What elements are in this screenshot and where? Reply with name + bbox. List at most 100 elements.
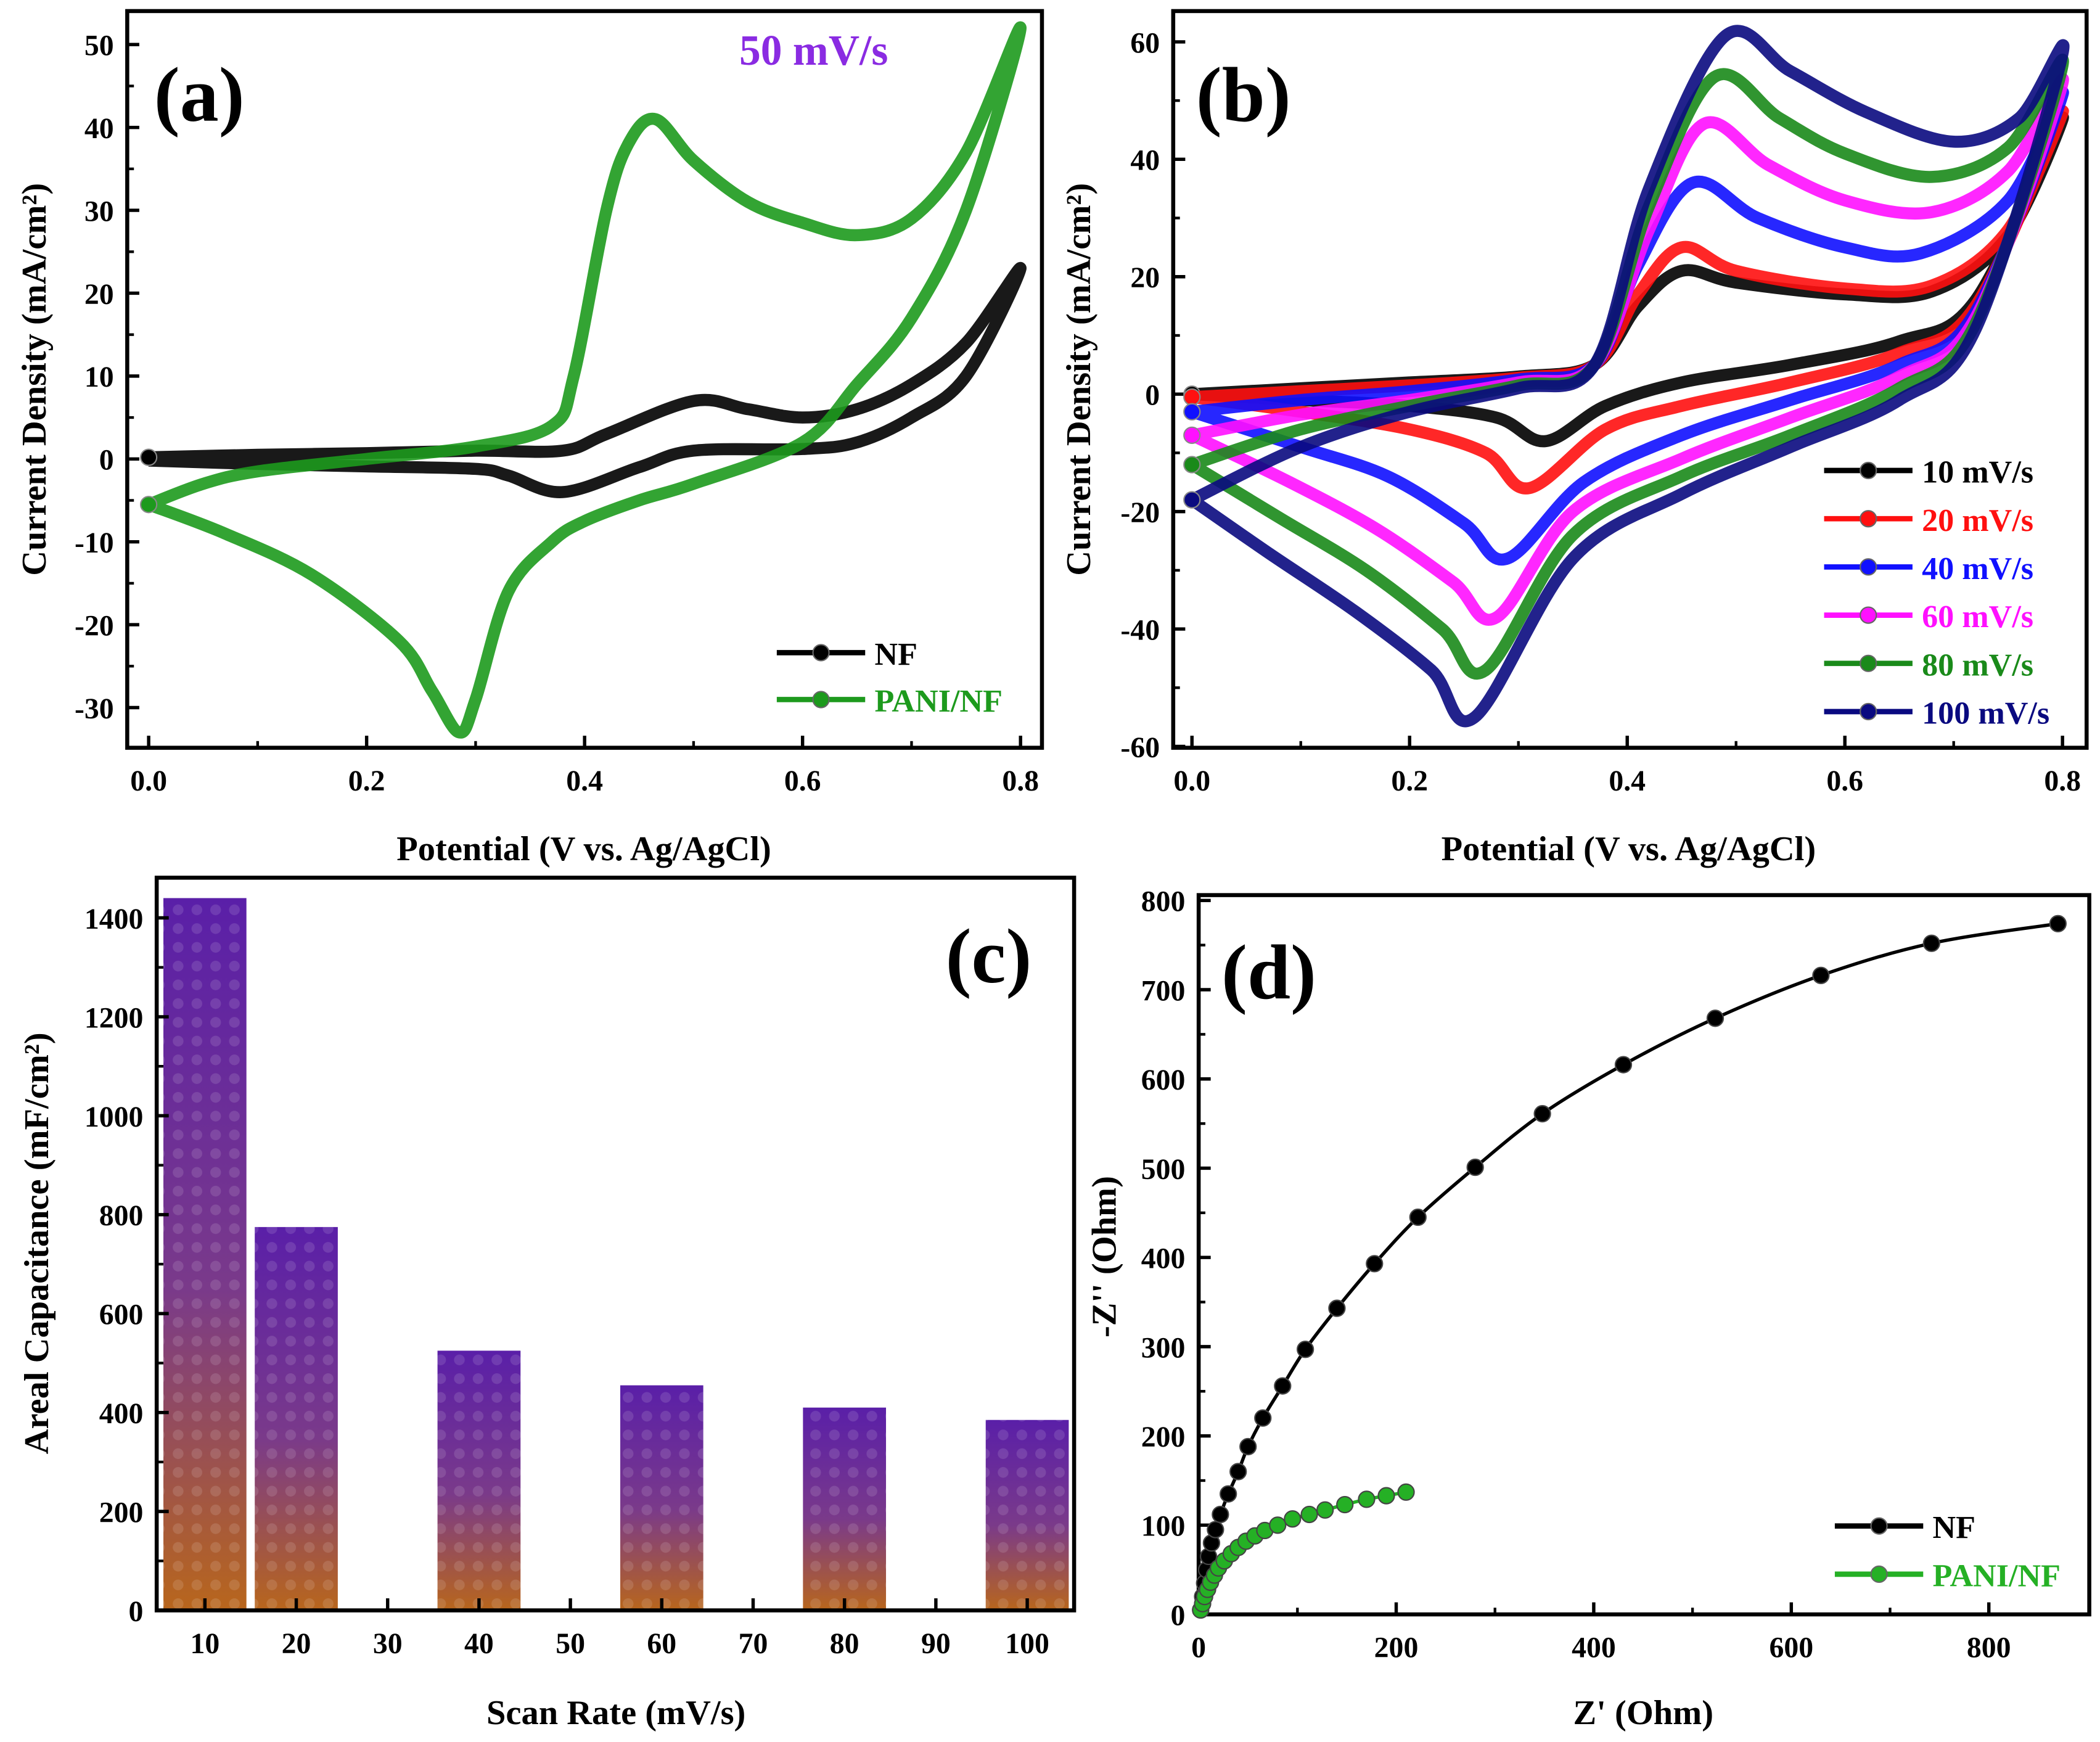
panel-d: 0 200 400 600 800 0 100 200 300 400 500 600 700 800 (… [1085,885,2091,1732]
x-axis-label: Z' (Ohm) [1573,1694,1713,1732]
cv-start-marker [139,496,158,514]
y-tick-label: 0 [99,444,114,477]
panel-label: (d) [1221,930,1316,1016]
y-tick-label: 1200 [84,1001,144,1034]
legend-item: NF [776,637,917,672]
x-tick-label: 50 [556,1627,585,1660]
legend-item: PANI/NF [776,684,1003,719]
x-tick-label: 0.4 [1609,765,1646,797]
x-tick-label: 70 [739,1627,768,1660]
eis-point [1614,1056,1633,1074]
y-tick-label: 10 [84,361,114,393]
x-tick-label: 40 [464,1627,494,1660]
legend-label: PANI/NF [874,684,1003,719]
y-tick-label: 200 [99,1496,144,1529]
bar-texture [985,1419,1069,1611]
eis-point [1328,1299,1346,1317]
legend-label: NF [1932,1510,1975,1545]
bar-texture [163,898,247,1611]
x-tick-label: 0.8 [1002,765,1039,797]
y-tick-label: 30 [84,195,114,228]
legend-marker [1870,1517,1888,1535]
legend-label: 60 mV/s [1922,599,2033,635]
y-tick-label: 0 [1145,379,1160,412]
x-axis-label: Scan Rate (mV/s) [486,1694,745,1732]
legend-marker [1860,702,1877,721]
legend-label: 80 mV/s [1922,647,2033,683]
y-tick-label: 800 [1141,885,1186,918]
y-tick-label: -30 [75,692,114,725]
x-tick-label: 0.0 [130,765,167,797]
y-tick-label: 60 [1130,27,1160,59]
plot-frame [154,876,1077,1613]
cv-curve-pani-nf [146,21,1027,739]
y-tick-label: 1400 [84,903,144,935]
eis-point [1409,1208,1427,1226]
eis-point [1300,1505,1318,1524]
x-axis-label: Potential (V vs. Ag/AgCl) [396,830,771,868]
y-tick-label: -20 [75,609,114,642]
y-tick-label: -60 [1120,731,1160,764]
x-tick-label: 100 [1005,1627,1049,1660]
legend-marker [1860,606,1877,624]
y-tick-label: 600 [99,1299,144,1331]
x-tick-label: 0.6 [1826,765,1863,797]
x-tick-label: 0.2 [348,765,385,797]
eis-point [1220,1485,1237,1503]
legend-label: 10 mV/s [1922,455,2033,490]
y-tick-label: 50 [84,30,114,62]
x-tick-label: 400 [1572,1632,1616,1664]
eis-point [1229,1463,1247,1481]
bar-texture [620,1385,703,1611]
eis-point [1922,934,1940,952]
legend-item: 10 mV/s [1824,455,2033,490]
legend-item: 60 mV/s [1824,599,2033,635]
legend-item: 40 mV/s [1824,551,2033,586]
legend-item: PANI/NF [1834,1558,2061,1593]
x-tick-label: 200 [1374,1632,1419,1664]
x-tick-label: 0 [1191,1632,1206,1664]
eis-point [1812,966,1830,984]
panel-label: (a) [154,52,245,138]
cv-start-marker [139,448,158,466]
legend-label: PANI/NF [1932,1558,2061,1593]
y-axis-label: Current Density (mA/cm²) [1060,183,1098,576]
x-tick-label: 10 [190,1627,219,1660]
y-tick-label: -10 [75,527,114,559]
eis-point [1274,1377,1292,1395]
eis-point [1207,1521,1224,1539]
legend-marker [1860,461,1877,480]
eis-point [1377,1487,1395,1505]
panel-b: 0.0 0.2 0.4 0.6 0.8 -60 -40 -20 0 20 40 60 (b) Pote… [1060,9,2089,868]
y-tick-label: 0 [1171,1599,1186,1632]
y-tick-label: 200 [1141,1421,1186,1453]
legend-label: NF [874,637,917,672]
x-tick-label: 800 [1967,1632,2011,1664]
eis-point [1466,1158,1484,1177]
legend-item: 20 mV/s [1824,503,2033,538]
cv-start-marker [1183,456,1201,474]
bar-texture [437,1350,521,1611]
y-tick-label: 400 [99,1397,144,1430]
x-tick-label: 20 [282,1627,311,1660]
x-tick-label: 30 [373,1627,403,1660]
y-tick-label: -20 [1120,496,1160,529]
bar-texture [803,1407,887,1611]
x-tick-label: 0.2 [1391,765,1428,797]
y-tick-label: 800 [99,1199,144,1232]
y-axis-label: Current Density (mA/cm²) [15,183,54,576]
plot-frame [1196,893,2091,1617]
eis-point [1254,1409,1272,1427]
legend-label: 100 mV/s [1922,696,2049,731]
legend-item: 100 mV/s [1824,696,2049,731]
y-tick-label: 700 [1141,974,1186,1007]
x-tick-label: 80 [830,1627,859,1660]
cv-start-marker [1183,388,1201,406]
x-tick-label: 90 [921,1627,951,1660]
legend-label: 20 mV/s [1922,503,2033,538]
eis-point [1397,1483,1415,1501]
y-tick-label: 0 [129,1595,144,1628]
eis-point [1284,1510,1302,1528]
